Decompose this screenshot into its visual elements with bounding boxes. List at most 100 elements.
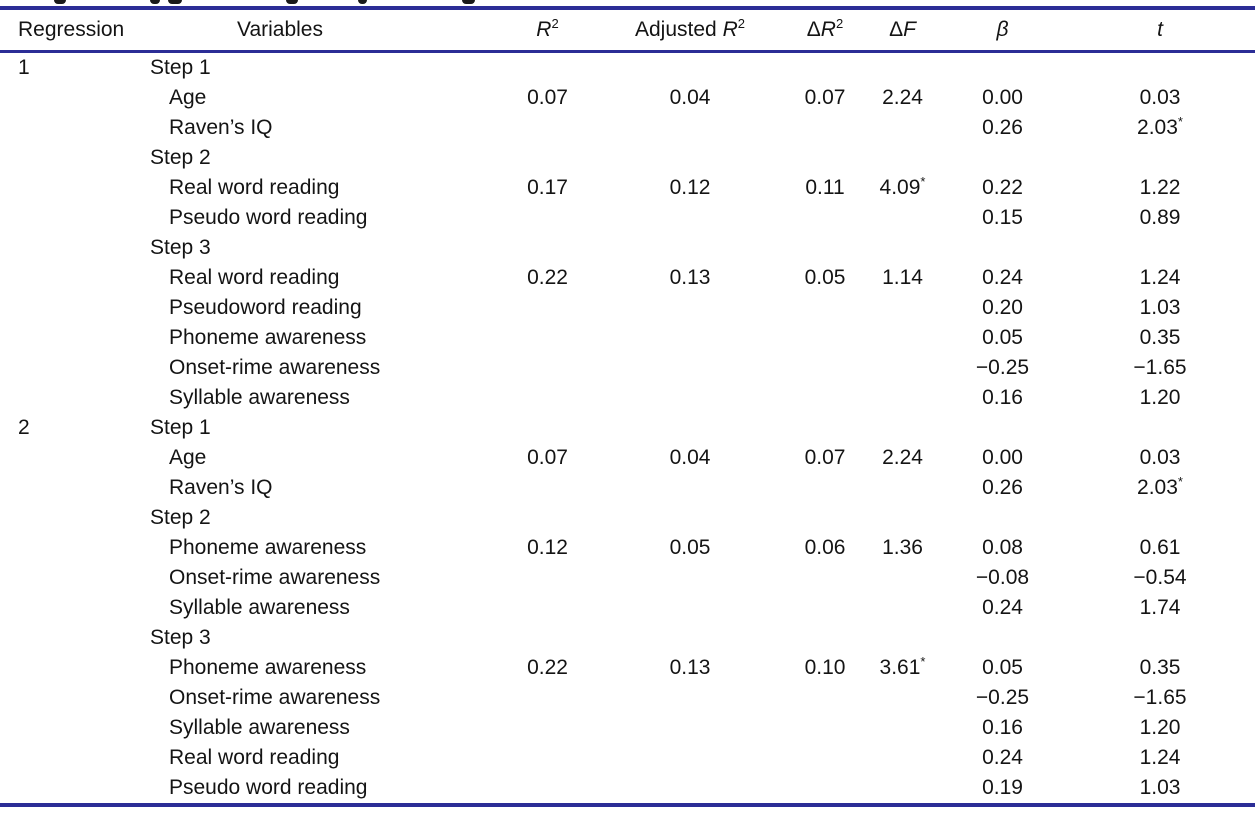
- cell-t: 1.20: [1139, 716, 1181, 739]
- significance-asterisk: *: [1177, 114, 1183, 129]
- cell-t: [1065, 623, 1255, 653]
- cell-adj_r2: [595, 323, 785, 353]
- cell-t: 0.89: [1139, 206, 1181, 229]
- cell-variable: Syllable awareness: [169, 596, 350, 619]
- cell-regression: [0, 623, 150, 653]
- table-row: Pseudo word reading 0.19 1.03: [0, 773, 1255, 805]
- cell-t: 0.35: [1139, 326, 1181, 349]
- cell-beta: 0.00: [982, 86, 1023, 109]
- cell-variable: Age: [169, 446, 207, 469]
- cell-adj_r2: [595, 203, 785, 233]
- cell-delta_r2: [785, 52, 865, 84]
- cell-t: [1065, 503, 1255, 533]
- column-header-t: t: [1065, 8, 1255, 52]
- cell-variable: Step 3: [150, 626, 211, 649]
- cell-regression: [0, 533, 150, 563]
- cell-variable: Raven’s IQ: [169, 116, 273, 139]
- significance-asterisk: *: [920, 654, 926, 669]
- cell-variable: Step 2: [150, 146, 211, 169]
- cell-t: [1065, 413, 1255, 443]
- cell-adj_r2: [595, 113, 785, 143]
- hierarchical-regression-table: Regression Variables R2 Adjusted R2 ΔR2 ΔF β t …: [0, 6, 1255, 807]
- cell-t: [1065, 143, 1255, 173]
- cell-r2: [500, 503, 595, 533]
- cell-delta_f: [865, 293, 940, 323]
- cell-adj_r2: 0.04: [669, 446, 711, 469]
- cell-adj_r2: [595, 623, 785, 653]
- cell-t: 1.20: [1139, 386, 1181, 409]
- header-text: Variables: [237, 18, 323, 41]
- cell-r2: [500, 713, 595, 743]
- cell-delta_f: [865, 323, 940, 353]
- cell-r2: 0.22: [527, 656, 568, 679]
- cell-t: 0.03: [1139, 86, 1181, 109]
- cell-delta_f: 1.14: [882, 266, 923, 289]
- cell-variable: Syllable awareness: [169, 716, 350, 739]
- cell-beta: 0.26: [982, 116, 1023, 139]
- cell-regression: [0, 743, 150, 773]
- cell-beta: [940, 52, 1065, 84]
- cell-delta_r2: [785, 623, 865, 653]
- table-row: Phoneme awareness 0.05 0.35: [0, 323, 1255, 353]
- table-row: Onset-rime awareness −0.25 −1.65: [0, 353, 1255, 383]
- table-row: Raven’s IQ 0.26 2.03*: [0, 113, 1255, 143]
- cell-adj_r2: 0.13: [669, 266, 711, 289]
- cell-regression: [0, 563, 150, 593]
- cell-delta_r2: 0.11: [805, 176, 845, 199]
- table-row: Step 3: [0, 623, 1255, 653]
- cell-beta: 0.24: [982, 596, 1023, 619]
- cell-t: 0.03: [1139, 446, 1181, 469]
- cell-beta: [940, 503, 1065, 533]
- cell-r2: [500, 353, 595, 383]
- cell-delta_f: [865, 713, 940, 743]
- table-row: Onset-rime awareness −0.25 −1.65: [0, 683, 1255, 713]
- column-header-beta: β: [940, 8, 1065, 52]
- cell-r2: [500, 203, 595, 233]
- cell-variable: Age: [169, 86, 207, 109]
- significance-asterisk: *: [1177, 474, 1183, 489]
- cell-beta: [940, 623, 1065, 653]
- table-row: Raven’s IQ 0.26 2.03*: [0, 473, 1255, 503]
- cell-t: 2.03*: [1065, 113, 1255, 143]
- cell-beta: 0.05: [982, 326, 1023, 349]
- cell-beta: 0.20: [982, 296, 1023, 319]
- cell-delta_f: [865, 743, 940, 773]
- column-header-delta_f: ΔF: [865, 8, 940, 52]
- cell-r2: [500, 563, 595, 593]
- cell-delta_f: 2.24: [882, 86, 923, 109]
- cell-variable: Onset-rime awareness: [169, 356, 381, 379]
- header-text: 2: [737, 16, 745, 31]
- cell-adj_r2: [595, 293, 785, 323]
- cell-regression: [0, 503, 150, 533]
- cell-t: 1.03: [1139, 776, 1181, 799]
- cell-variable: Step 3: [150, 236, 211, 259]
- cell-r2: 0.12: [527, 536, 568, 559]
- cell-r2: 0.17: [527, 176, 568, 199]
- cell-adj_r2: [595, 52, 785, 84]
- cell-delta_r2: [785, 143, 865, 173]
- table-row: Real word reading 0.17 0.12 0.11 4.09* 0.22 1.…: [0, 173, 1255, 203]
- cell-beta: 0.15: [982, 206, 1023, 229]
- cell-regression: [0, 203, 150, 233]
- cell-value: 3.61: [879, 656, 921, 679]
- cropped-caption-fragments: [0, 0, 1255, 6]
- table-header: Regression Variables R2 Adjusted R2 ΔR2 ΔF β t: [0, 8, 1255, 52]
- cell-adj_r2: [595, 383, 785, 413]
- cell-regression: [0, 113, 150, 143]
- table-row: Real word reading 0.24 1.24: [0, 743, 1255, 773]
- cell-delta_f: [865, 473, 940, 503]
- cell-delta_r2: [785, 323, 865, 353]
- cell-value: 2.03: [1137, 116, 1178, 139]
- table-row: Syllable awareness 0.16 1.20: [0, 383, 1255, 413]
- cell-t: 1.03: [1139, 296, 1181, 319]
- cell-beta: 0.16: [982, 386, 1023, 409]
- cell-r2: [500, 52, 595, 84]
- table-row: Syllable awareness 0.16 1.20: [0, 713, 1255, 743]
- cell-t: 1.22: [1139, 176, 1181, 199]
- cell-regression: [0, 143, 150, 173]
- cell-adj_r2: [595, 683, 785, 713]
- cell-r2: [500, 383, 595, 413]
- cell-regression: [0, 773, 150, 805]
- header-text: 2: [835, 16, 844, 31]
- cell-adj_r2: [595, 353, 785, 383]
